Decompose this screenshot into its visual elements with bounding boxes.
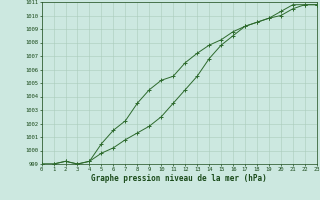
X-axis label: Graphe pression niveau de la mer (hPa): Graphe pression niveau de la mer (hPa): [91, 174, 267, 183]
